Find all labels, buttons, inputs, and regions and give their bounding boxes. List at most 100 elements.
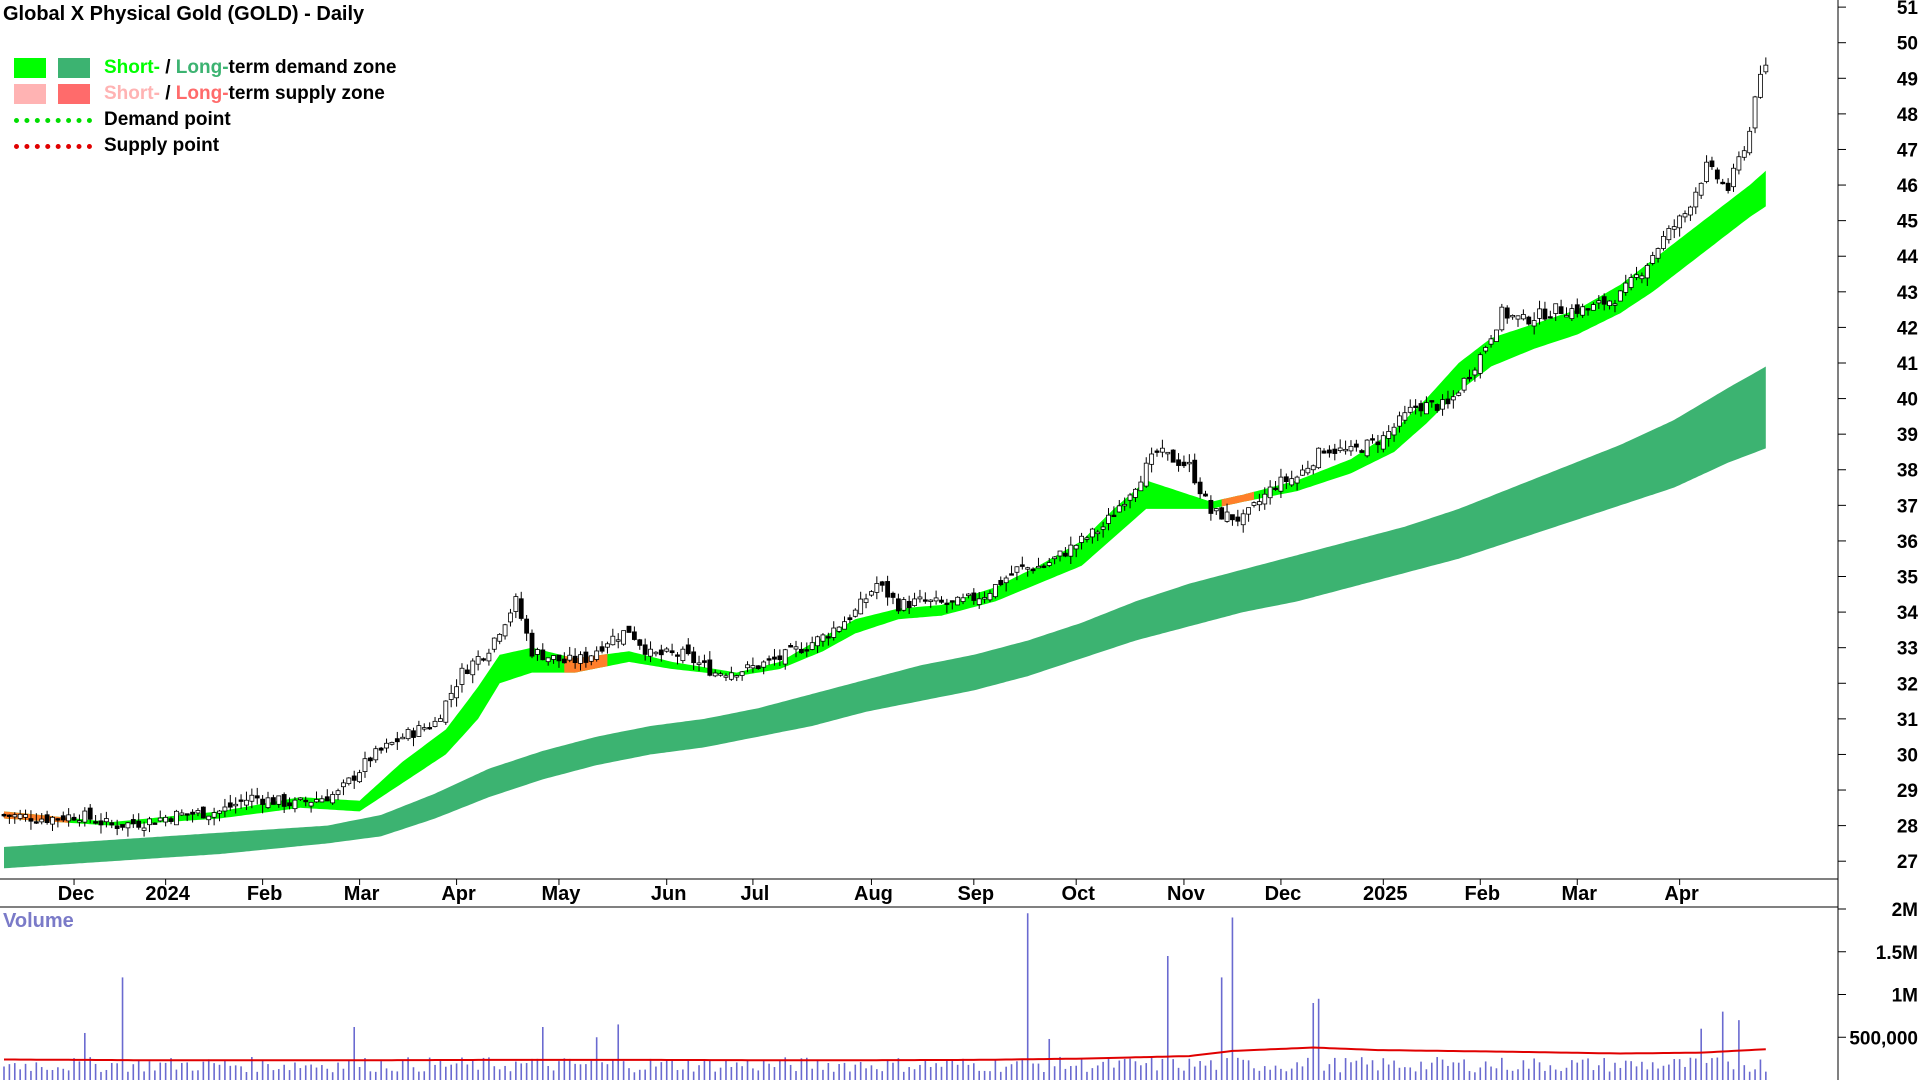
candle-body [1133, 488, 1138, 498]
candle-body [847, 617, 853, 621]
candle-body [1197, 481, 1203, 495]
candle-body [373, 748, 379, 761]
legend-supply-point-label: Supply point [104, 135, 220, 156]
candle-body [222, 806, 228, 812]
candle-body [766, 658, 772, 661]
candle-body [831, 627, 837, 638]
candle-body [1089, 528, 1095, 538]
x-tick-label: Nov [1167, 883, 1206, 905]
candle-body [1569, 308, 1575, 319]
candle-body [163, 816, 169, 823]
candle-body [648, 648, 653, 657]
candle-body [1327, 449, 1332, 454]
supply-zone-segment [1221, 491, 1254, 507]
candle-body [966, 593, 971, 596]
candle-body [712, 672, 718, 677]
candle-body [238, 799, 244, 802]
legend-demand-short-label: Short- [104, 57, 160, 78]
x-tick-label: Dec [1265, 883, 1302, 905]
candle-body [233, 803, 239, 807]
candle-body [1380, 435, 1386, 450]
y-tick-label: 33 [1897, 639, 1918, 660]
legend-short-demand-swatch [14, 58, 46, 78]
candle-body [481, 658, 486, 661]
candle-body [906, 600, 912, 609]
candle-body [1036, 565, 1041, 569]
x-tick-label: 2025 [1363, 883, 1408, 905]
candle-body [642, 644, 648, 655]
x-tick-label: Jul [740, 883, 769, 905]
candle-body [1041, 565, 1047, 568]
price-zones [4, 170, 1766, 869]
candle-body [658, 649, 664, 656]
candle-body [912, 598, 917, 606]
candle-body [1386, 431, 1392, 439]
candle-body [1084, 537, 1090, 540]
candle-body [772, 656, 777, 660]
candle-body [1752, 96, 1758, 129]
candle-body [367, 757, 373, 762]
candle-body [1348, 445, 1354, 452]
candle-body [1661, 236, 1666, 249]
y-tick-label: 36 [1897, 532, 1918, 553]
candle-body [1477, 354, 1483, 374]
candle-body [728, 672, 734, 680]
candle-body [825, 636, 831, 639]
candle-body [685, 644, 691, 655]
candle-body [615, 639, 621, 642]
candle-body [1617, 290, 1623, 302]
candle-body [244, 799, 249, 806]
candle-body [1262, 493, 1268, 505]
price-candles [1, 57, 1769, 837]
candle-body [1213, 508, 1219, 512]
candle-body [1337, 447, 1343, 452]
candle-body [1736, 156, 1742, 171]
candle-body [1186, 461, 1192, 465]
candle-body [1461, 377, 1467, 391]
candle-body [341, 782, 346, 788]
candle-body [755, 665, 761, 670]
candle-body [960, 597, 966, 602]
candle-body [141, 827, 147, 831]
legend-long-supply-swatch [58, 84, 90, 104]
candle-body [508, 612, 513, 623]
candle-body [1714, 169, 1720, 180]
candle-body [1273, 487, 1278, 490]
y-tick-label: 46 [1897, 176, 1918, 197]
candle-body [308, 801, 314, 807]
candle-body [103, 818, 109, 823]
candle-body [1138, 481, 1144, 492]
candle-body [1677, 215, 1683, 229]
candle-body [1208, 499, 1214, 514]
candle-body [1655, 248, 1661, 259]
candle-body [1628, 277, 1634, 288]
candle-body [459, 667, 465, 685]
candle-body [1009, 573, 1014, 576]
candle-body [987, 593, 993, 601]
candle-body [1046, 562, 1052, 566]
candle-body [1591, 304, 1596, 311]
candle-body [922, 599, 928, 602]
candle-body [669, 650, 675, 654]
candle-body [1343, 448, 1348, 452]
y-tick-label: 29 [1897, 781, 1918, 802]
candle-body [605, 643, 610, 648]
candle-body [378, 747, 384, 751]
candle-body [195, 810, 201, 814]
candle-body [626, 625, 632, 633]
candle-body [1370, 438, 1375, 441]
candle-body [405, 729, 411, 740]
candle-body [443, 700, 449, 723]
candle-body [1321, 450, 1327, 454]
candle-body [1079, 535, 1084, 543]
candle-body [389, 741, 395, 745]
candle-body [66, 814, 72, 822]
candle-body [809, 642, 815, 650]
candle-body [1666, 228, 1672, 241]
candle-body [335, 790, 341, 795]
candle-body [545, 657, 551, 663]
legend-demand-sep: / [159, 57, 176, 78]
candle-body [1456, 392, 1462, 396]
y-tick-label: 47 [1897, 140, 1918, 161]
